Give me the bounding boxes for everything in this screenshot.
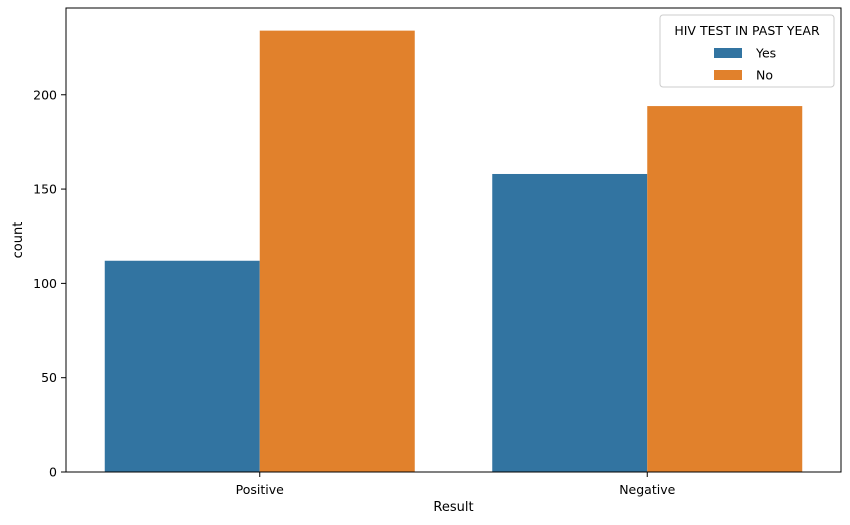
y-tick-label: 150 bbox=[33, 182, 57, 197]
legend-label-no: No bbox=[756, 68, 773, 83]
bar-yes-positive bbox=[104, 260, 260, 472]
legend-title: HIV TEST IN PAST YEAR bbox=[674, 23, 820, 38]
bar-yes-negative bbox=[492, 173, 648, 473]
y-tick-label: 50 bbox=[41, 370, 57, 385]
bars-layer bbox=[104, 30, 803, 473]
legend-box bbox=[659, 14, 835, 88]
y-tick-label: 0 bbox=[49, 465, 57, 480]
legend-items: Yes No bbox=[714, 46, 776, 83]
bar-no-negative bbox=[647, 106, 803, 472]
y-tick-label: 200 bbox=[33, 87, 57, 102]
plot-frame bbox=[65, 7, 842, 473]
bar-no-positive bbox=[259, 30, 415, 472]
legend-swatch-yes bbox=[714, 48, 742, 58]
y-axis-label: count bbox=[11, 222, 26, 259]
legend-swatch-no bbox=[714, 70, 742, 80]
legend: HIV TEST IN PAST YEAR Yes No bbox=[659, 14, 835, 88]
x-tick-label-positive: Positive bbox=[236, 482, 284, 497]
x-axis-ticks: Positive Negative bbox=[236, 472, 676, 497]
x-axis-label: Result bbox=[433, 500, 473, 515]
legend-label-yes: Yes bbox=[755, 46, 776, 61]
y-axis-ticks: 0 50 100 150 200 bbox=[33, 87, 66, 480]
x-tick-label-negative: Negative bbox=[619, 482, 675, 497]
y-tick-label: 100 bbox=[33, 276, 57, 291]
